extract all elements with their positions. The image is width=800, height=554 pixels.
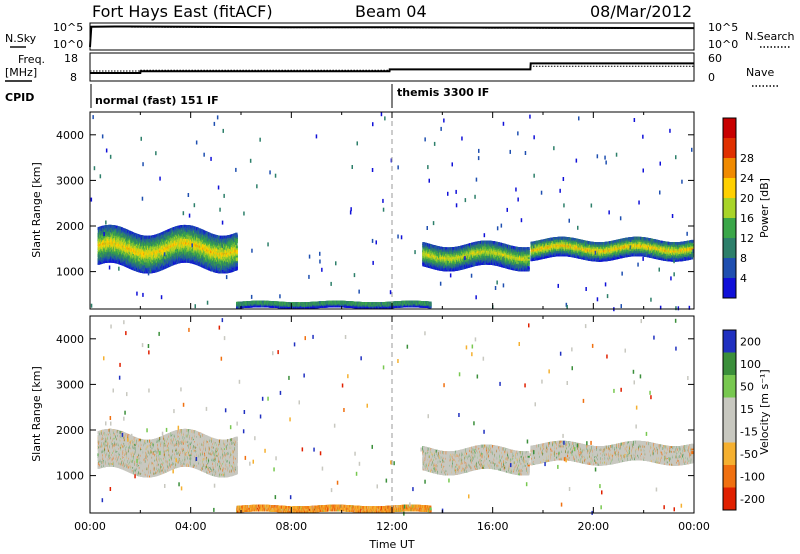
freq-right-tick-top: 60 — [708, 52, 722, 65]
cpid-mode-normal: normal (fast) 151 IF — [95, 94, 219, 107]
cpid-label: CPID — [5, 91, 34, 104]
freq-left-tick-bottom: 8 — [70, 71, 77, 84]
freq-left-label-2: [MHz] — [5, 66, 37, 79]
sky-right-tick-top: 10^5 — [708, 21, 738, 34]
sky-left-tick-bottom: 10^0 — [53, 38, 83, 51]
sky-right-tick-bottom: 10^0 — [708, 38, 738, 51]
sky-left-label: N.Sky — [5, 32, 37, 45]
date-title: 08/Mar/2012 — [590, 2, 692, 21]
n-search-series — [90, 27, 694, 47]
n-sky-series — [90, 27, 694, 48]
freq-right-tick-bottom: 0 — [708, 71, 715, 84]
cpid-mode-themis: themis 3300 IF — [397, 86, 489, 99]
beam-title: Beam 04 — [355, 2, 427, 21]
nave-label: Nave — [746, 66, 774, 79]
radar-summary-plot: Fort Hays East (fitACF) Beam 04 08/Mar/2… — [0, 0, 800, 554]
freq-left-tick-top: 18 — [64, 52, 78, 65]
freq-panel-frame — [90, 53, 694, 81]
sky-left-tick-top: 10^5 — [53, 21, 83, 34]
sky-right-label: N.Search — [745, 30, 795, 43]
station-title: Fort Hays East (fitACF) — [92, 2, 273, 21]
freq-series — [90, 63, 694, 73]
freq-left-label-1: Freq. — [18, 53, 45, 66]
